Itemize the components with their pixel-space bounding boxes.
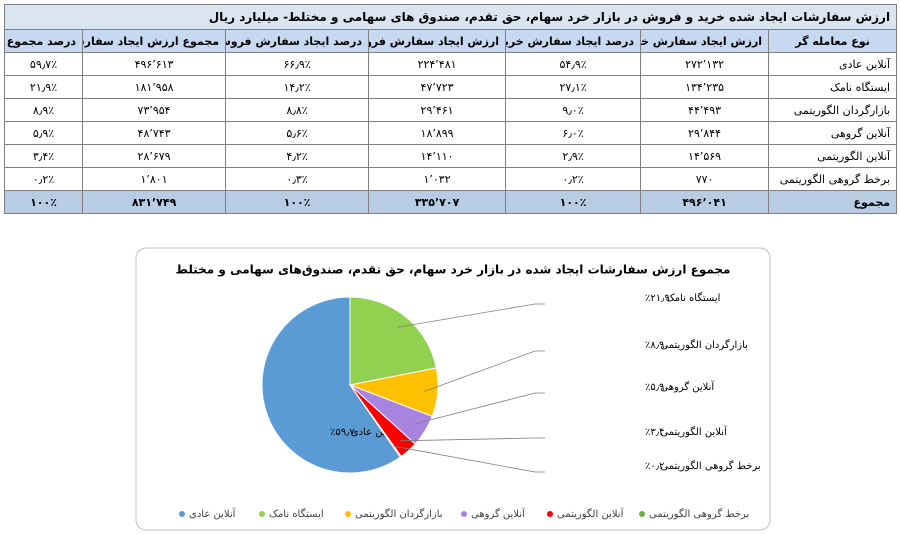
- table-cell: ۵٫۹٪: [3, 121, 84, 145]
- leader-line: [413, 392, 545, 425]
- table-cell: ۲۷۲٬۱۳۲: [640, 52, 770, 76]
- legend-swatch: [547, 511, 553, 517]
- table-cell: ۱۴٬۱۱۰: [368, 144, 507, 168]
- total-cell: ۴۹۶٬۰۴۱: [640, 190, 770, 214]
- table-cell: ۹٫۰٪: [505, 98, 642, 122]
- legend-swatch: [259, 511, 265, 517]
- label-value: ۳٫۴٪: [645, 427, 664, 438]
- legend-swatch: [345, 511, 351, 517]
- total-cell: ۳۳۵٬۷۰۷: [368, 190, 507, 214]
- legend-swatch: [179, 511, 185, 517]
- total-row: مجموع ۴۹۶٬۰۴۱ ۱۰۰٪ ۳۳۵٬۷۰۷ ۱۰۰٪ ۸۳۱٬۷۴۹ ۱۰۰٪: [3, 190, 898, 214]
- table-cell: ۱۸۱٬۹۵۸: [82, 75, 227, 99]
- legend-swatch: [639, 511, 645, 517]
- label-category: برخط گروهی الگوریتمی: [660, 460, 760, 472]
- data-label: بازارگردان الگوریتمی۸٫۹٪: [645, 339, 748, 351]
- total-cell: ۸۳۱٬۷۴۹: [82, 190, 227, 214]
- data-label: برخط گروهی الگوریتمی۰٫۲٪: [645, 460, 761, 472]
- table-cell: ۰٫۲٪: [505, 167, 642, 191]
- table-row: ایستگاه نامک ۱۳۴٬۲۳۵ ۲۷٫۱٪ ۴۷٬۷۲۳ ۱۴٫۲٪ ۱۸۱٬۹…: [3, 75, 898, 99]
- chart-title: مجموع ارزش سفارشات ایجاد شده در بازار خر…: [176, 263, 731, 278]
- table-cell: ۰٫۲٪: [3, 167, 84, 191]
- table-cell: ۱۳۴٬۲۳۵: [640, 75, 770, 99]
- table-cell: ۴۸٬۷۴۳: [82, 121, 227, 145]
- table-row: آنلاین الگوریتمی ۱۴٬۵۶۹ ۲٫۹٪ ۱۴٬۱۱۰ ۴٫۲٪ ۲۸٬۶…: [3, 144, 898, 168]
- label-category: آنلاین الگوریتمی: [660, 425, 728, 438]
- legend-swatch: [461, 511, 467, 517]
- pie-slice: [349, 296, 437, 386]
- table-cell: ۴٫۲٪: [225, 144, 370, 168]
- table-cell: ۸٫۸٪: [225, 98, 370, 122]
- label-category: آنلاین گروهی: [660, 380, 715, 393]
- column-header: نوع معامله گر: [768, 29, 898, 53]
- column-header: درصد ایجاد سفارش فروش: [225, 29, 370, 53]
- column-header: ارزش ایجاد سفارش فروش: [368, 29, 507, 53]
- pie-slice: [261, 296, 402, 474]
- table-cell: ۵۹٫۷٪: [3, 52, 84, 76]
- table-cell: ۶٫۰٪: [505, 121, 642, 145]
- table-cell: آنلاین الگوریتمی: [768, 144, 898, 168]
- table-cell: ۲۱٫۹٪: [3, 75, 84, 99]
- column-header: مجموع ارزش ایجاد سفارش: [82, 29, 227, 53]
- total-cell: ۱۰۰٪: [225, 190, 370, 214]
- leader-line: [393, 445, 545, 473]
- legend-label: آنلاین عادی: [189, 507, 237, 520]
- label-value: ۵۹٫۷٪: [330, 427, 355, 438]
- legend-label: بازارگردان الگوریتمی: [355, 508, 443, 520]
- table-cell: ۱٬۸۰۱: [82, 167, 227, 191]
- table-body: آنلاین عادی ۲۷۲٬۱۳۲ ۵۴٫۹٪ ۲۲۴٬۴۸۱ ۶۶٫۹٪ ۴۹۶٬۶…: [3, 52, 898, 214]
- table-cell: ۳٫۴٪: [3, 144, 84, 168]
- table-cell: ۵۴٫۹٪: [505, 52, 642, 76]
- table-cell: بازارگردان الگوریتمی: [768, 98, 898, 122]
- label-value: ۸٫۹٪: [645, 340, 664, 351]
- data-label: آنلاین الگوریتمی۳٫۴٪: [645, 425, 728, 438]
- legend-label: برخط گروهی الگوریتمی: [649, 508, 749, 520]
- table-row: برخط گروهی الگوریتمی ۷۷۰ ۰٫۲٪ ۱٬۰۳۲ ۰٫۳٪ ۱٬۸۰…: [3, 167, 898, 191]
- data-label: ایستگاه نامک۲۱٫۹٪: [645, 292, 720, 304]
- table-cell: آنلاین عادی: [768, 52, 898, 76]
- leader-line: [399, 437, 545, 442]
- label-value: ۵٫۹٪: [645, 382, 664, 393]
- legend-label: آنلاین الگوریتمی: [557, 507, 625, 520]
- legend-label: آنلاین گروهی: [471, 507, 526, 520]
- table-cell: ۲۲۴٬۴۸۱: [368, 52, 507, 76]
- table-cell: ۲۸٬۶۷۹: [82, 144, 227, 168]
- table-cell: ۲۷٫۱٪: [505, 75, 642, 99]
- column-header: درصد مجموع: [3, 29, 84, 53]
- leader-line: [424, 350, 545, 392]
- data-table: ارزش سفارشات ایجاد شده خرید و فروش در با…: [3, 4, 898, 214]
- legend-label: ایستگاه نامک: [269, 508, 324, 520]
- column-header: درصد ایجاد سفارش خرید: [505, 29, 642, 53]
- table-cell: ۴۴٬۴۹۳: [640, 98, 770, 122]
- total-cell: ۱۰۰٪: [505, 190, 642, 214]
- table-cell: ایستگاه نامک: [768, 75, 898, 99]
- table-cell: ۱۸٬۸۹۹: [368, 121, 507, 145]
- table-cell: ۷۷۰: [640, 167, 770, 191]
- pie-slice: [349, 384, 402, 458]
- label-value: ۰٫۲٪: [645, 461, 664, 472]
- label-category: ایستگاه نامک: [666, 292, 721, 304]
- column-header: ارزش ایجاد سفارش خرید: [640, 29, 770, 53]
- total-cell: ۱۰۰٪: [3, 190, 84, 214]
- leader-line: [397, 303, 545, 328]
- data-label: آنلاین گروهی۵٫۹٪: [645, 380, 715, 393]
- total-cell: مجموع: [768, 190, 898, 214]
- table-title: ارزش سفارشات ایجاد شده خرید و فروش در با…: [3, 4, 898, 30]
- label-category: بازارگردان الگوریتمی: [660, 339, 748, 351]
- label-value: ۲۱٫۹٪: [645, 293, 670, 304]
